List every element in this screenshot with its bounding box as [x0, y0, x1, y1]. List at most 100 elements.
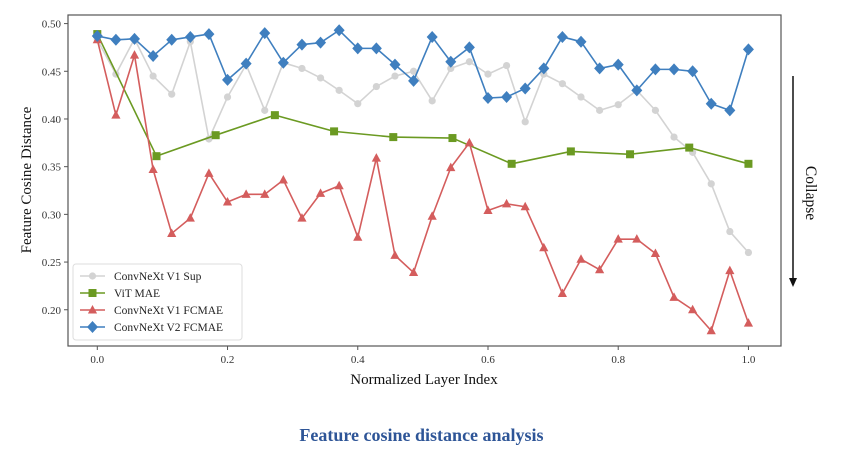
data-point-vit-mae [330, 127, 339, 136]
y-tick-label: 0.25 [42, 257, 62, 269]
data-point-convnext-v2-fcmae [724, 104, 736, 117]
collapse-arrow-head-icon [789, 278, 797, 287]
data-point-convnext-v1-fcmae [278, 175, 288, 184]
data-point-convnext-v1-fcmae [613, 234, 623, 243]
data-point-convnext-v1-fcmae [650, 248, 661, 257]
data-point-convnext-v1-fcmae [632, 234, 642, 243]
legend-label-convnext-v1-sup: ConvNeXt V1 Sup [114, 271, 202, 283]
data-point-vit-mae [685, 143, 694, 152]
y-tick-label: 0.45 [42, 66, 62, 78]
series-line-vit-mae [96, 33, 749, 165]
plot-frame [67, 14, 782, 347]
figure-caption: Feature cosine distance analysis [299, 425, 544, 445]
legend-label-convnext-v1-fcmae: ConvNeXt V1 FCMAE [114, 305, 223, 317]
data-point-convnext-v1-fcmae [334, 180, 344, 190]
data-point-convnext-v2-fcmae [426, 30, 438, 43]
data-point-vit-mae [389, 133, 398, 142]
data-point-convnext-v1-sup [707, 180, 715, 188]
data-point-convnext-v1-sup [614, 101, 622, 109]
legend-marker-vit-mae [88, 289, 97, 297]
data-point-convnext-v1-fcmae [390, 250, 400, 259]
data-point-convnext-v2-fcmae [649, 63, 661, 76]
data-point-convnext-v1-fcmae [725, 265, 735, 275]
data-point-convnext-v1-sup [316, 74, 325, 82]
data-point-convnext-v2-fcmae [482, 91, 494, 104]
data-point-convnext-v1-sup [484, 70, 492, 78]
data-point-convnext-v1-sup [223, 93, 232, 101]
data-point-convnext-v1-fcmae [576, 254, 586, 263]
data-point-convnext-v1-sup [391, 72, 399, 80]
data-point-convnext-v2-fcmae [687, 65, 699, 78]
data-point-convnext-v1-fcmae [706, 325, 716, 335]
data-point-convnext-v2-fcmae [612, 58, 624, 71]
data-point-convnext-v1-fcmae [204, 168, 214, 177]
legend-marker-convnext-v1-fcmae [87, 305, 98, 314]
data-point-convnext-v1-fcmae [483, 205, 493, 215]
data-point-convnext-v2-fcmae [445, 55, 457, 68]
x-axis-label: Normalized Layer Index [350, 372, 498, 388]
data-point-convnext-v1-fcmae [222, 196, 233, 206]
data-point-convnext-v1-fcmae [185, 213, 195, 222]
data-point-convnext-v1-fcmae [688, 304, 698, 314]
data-point-convnext-v2-fcmae [519, 82, 531, 95]
data-point-convnext-v1-sup [409, 67, 418, 75]
data-point-convnext-v1-sup [447, 64, 455, 73]
data-point-convnext-v2-fcmae [463, 41, 475, 54]
data-point-convnext-v2-fcmae [631, 84, 643, 97]
data-point-convnext-v1-fcmae [371, 153, 381, 162]
legend-marker-convnext-v2-fcmae [87, 321, 98, 333]
data-point-convnext-v1-sup [149, 72, 157, 80]
axes-box [67, 14, 782, 347]
data-point-convnext-v1-fcmae [520, 201, 530, 211]
data-point-vit-mae [152, 152, 161, 161]
data-point-vit-mae [270, 111, 279, 120]
series-vit-mae [93, 30, 753, 168]
data-point-convnext-v1-fcmae [167, 228, 177, 237]
data-point-convnext-v2-fcmae [166, 33, 178, 46]
data-point-convnext-v1-fcmae [260, 189, 270, 198]
x-tick-label: 0.8 [611, 354, 625, 366]
data-point-convnext-v2-fcmae [259, 27, 271, 40]
data-point-convnext-v1-fcmae [464, 137, 474, 147]
data-point-convnext-v2-fcmae [240, 57, 252, 70]
data-point-convnext-v2-fcmae [389, 58, 401, 71]
x-tick-label: 1.0 [742, 354, 756, 366]
x-tick-label: 0.6 [481, 354, 495, 366]
data-point-convnext-v2-fcmae [184, 30, 196, 43]
data-point-convnext-v1-sup [577, 93, 585, 101]
legend-label-convnext-v2-fcmae: ConvNeXt V2 FCMAE [114, 322, 223, 334]
data-point-convnext-v1-fcmae [353, 232, 363, 241]
data-point-convnext-v1-sup [372, 82, 380, 91]
data-point-convnext-v1-sup [428, 97, 436, 105]
data-point-vit-mae [744, 159, 753, 168]
data-point-convnext-v2-fcmae [333, 24, 345, 37]
data-point-convnext-v1-fcmae [557, 288, 568, 298]
collapse-label: Collapse [802, 166, 819, 220]
data-point-convnext-v1-fcmae [446, 162, 456, 172]
data-point-convnext-v1-sup [261, 106, 269, 114]
data-point-vit-mae [211, 131, 220, 140]
x-tick-label: 0.2 [221, 354, 235, 366]
legend-box [72, 263, 243, 341]
series-convnext-v1-fcmae [92, 34, 754, 335]
data-point-convnext-v2-fcmae [370, 42, 382, 55]
data-point-convnext-v1-fcmae [539, 242, 549, 252]
data-point-convnext-v2-fcmae [668, 63, 680, 76]
data-point-convnext-v1-sup [521, 118, 529, 126]
data-point-convnext-v1-fcmae [241, 189, 251, 198]
data-point-convnext-v1-sup [651, 106, 660, 114]
x-tick-label: 0.0 [90, 354, 104, 366]
data-point-convnext-v1-fcmae [111, 110, 121, 119]
data-point-convnext-v1-sup [558, 80, 567, 88]
data-point-convnext-v2-fcmae [742, 43, 754, 56]
series-convnext-v2-fcmae [91, 24, 754, 117]
data-point-convnext-v1-sup [354, 100, 362, 108]
data-point-convnext-v2-fcmae [296, 38, 308, 51]
legend-marker-convnext-v1-sup [88, 272, 97, 280]
data-point-convnext-v1-sup [744, 248, 753, 257]
y-axis-label: Feature Cosine Distance [19, 106, 35, 253]
y-tick-label: 0.35 [42, 162, 62, 174]
data-point-convnext-v2-fcmae [110, 33, 122, 46]
data-point-convnext-v2-fcmae [575, 35, 587, 48]
